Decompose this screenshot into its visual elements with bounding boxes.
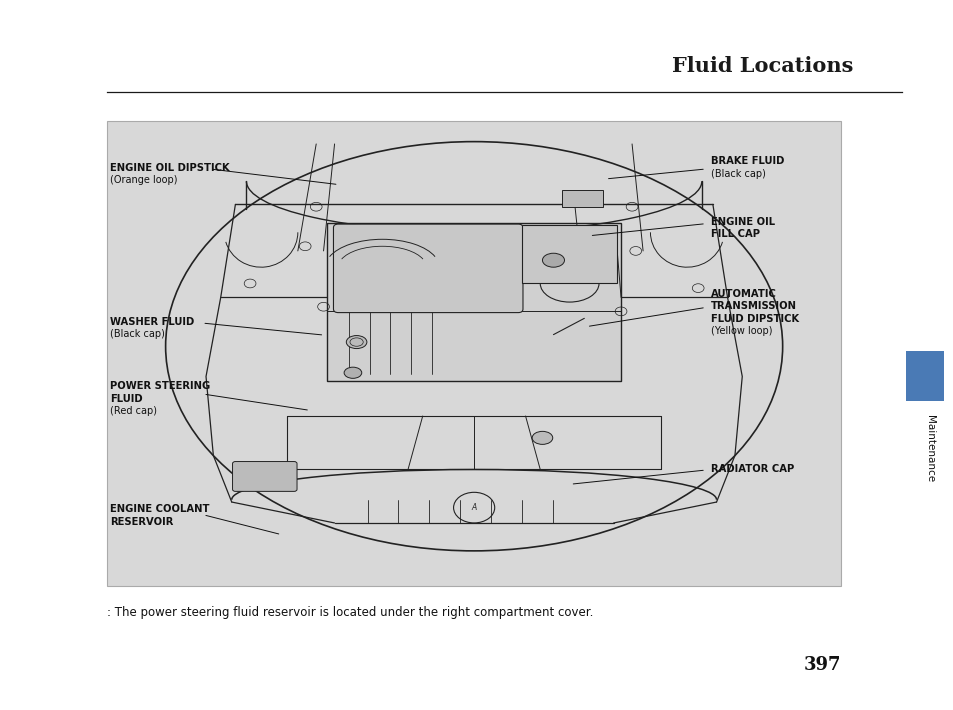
- Ellipse shape: [542, 253, 564, 267]
- Text: : The power steering fluid reservoir is located under the right compartment cove: : The power steering fluid reservoir is …: [107, 606, 593, 618]
- Text: (Yellow loop): (Yellow loop): [710, 327, 771, 337]
- Text: Fluid Locations: Fluid Locations: [672, 56, 853, 76]
- Text: POWER STEERING: POWER STEERING: [110, 381, 210, 391]
- FancyBboxPatch shape: [521, 225, 617, 283]
- Text: (Black cap): (Black cap): [710, 168, 765, 179]
- Text: FILL CAP: FILL CAP: [710, 229, 759, 239]
- Ellipse shape: [532, 432, 552, 444]
- Text: ENGINE OIL: ENGINE OIL: [710, 217, 774, 226]
- FancyBboxPatch shape: [233, 462, 296, 491]
- Text: 397: 397: [802, 657, 841, 674]
- Text: A: A: [471, 503, 476, 512]
- Text: (Orange loop): (Orange loop): [110, 175, 177, 185]
- Text: AUTOMATIC: AUTOMATIC: [710, 289, 776, 299]
- FancyBboxPatch shape: [561, 190, 602, 207]
- Text: TRANSMISSION: TRANSMISSION: [710, 301, 796, 312]
- FancyBboxPatch shape: [327, 223, 620, 381]
- Text: BRAKE FLUID: BRAKE FLUID: [710, 156, 783, 166]
- Text: FLUID DIPSTICK: FLUID DIPSTICK: [710, 314, 798, 324]
- Ellipse shape: [344, 367, 361, 378]
- Text: ENGINE OIL DIPSTICK: ENGINE OIL DIPSTICK: [110, 163, 229, 173]
- FancyBboxPatch shape: [905, 351, 943, 401]
- Text: FLUID: FLUID: [110, 393, 142, 404]
- Ellipse shape: [346, 336, 367, 349]
- Text: (Red cap): (Red cap): [110, 406, 156, 416]
- Text: RESERVOIR: RESERVOIR: [110, 517, 172, 527]
- Text: RADIATOR CAP: RADIATOR CAP: [710, 464, 793, 474]
- Text: Maintenance: Maintenance: [924, 415, 934, 483]
- Text: ENGINE COOLANT: ENGINE COOLANT: [110, 504, 209, 514]
- Text: WASHER FLUID: WASHER FLUID: [110, 317, 193, 327]
- Text: (Black cap): (Black cap): [110, 329, 165, 339]
- FancyBboxPatch shape: [107, 121, 841, 586]
- FancyBboxPatch shape: [334, 224, 522, 312]
